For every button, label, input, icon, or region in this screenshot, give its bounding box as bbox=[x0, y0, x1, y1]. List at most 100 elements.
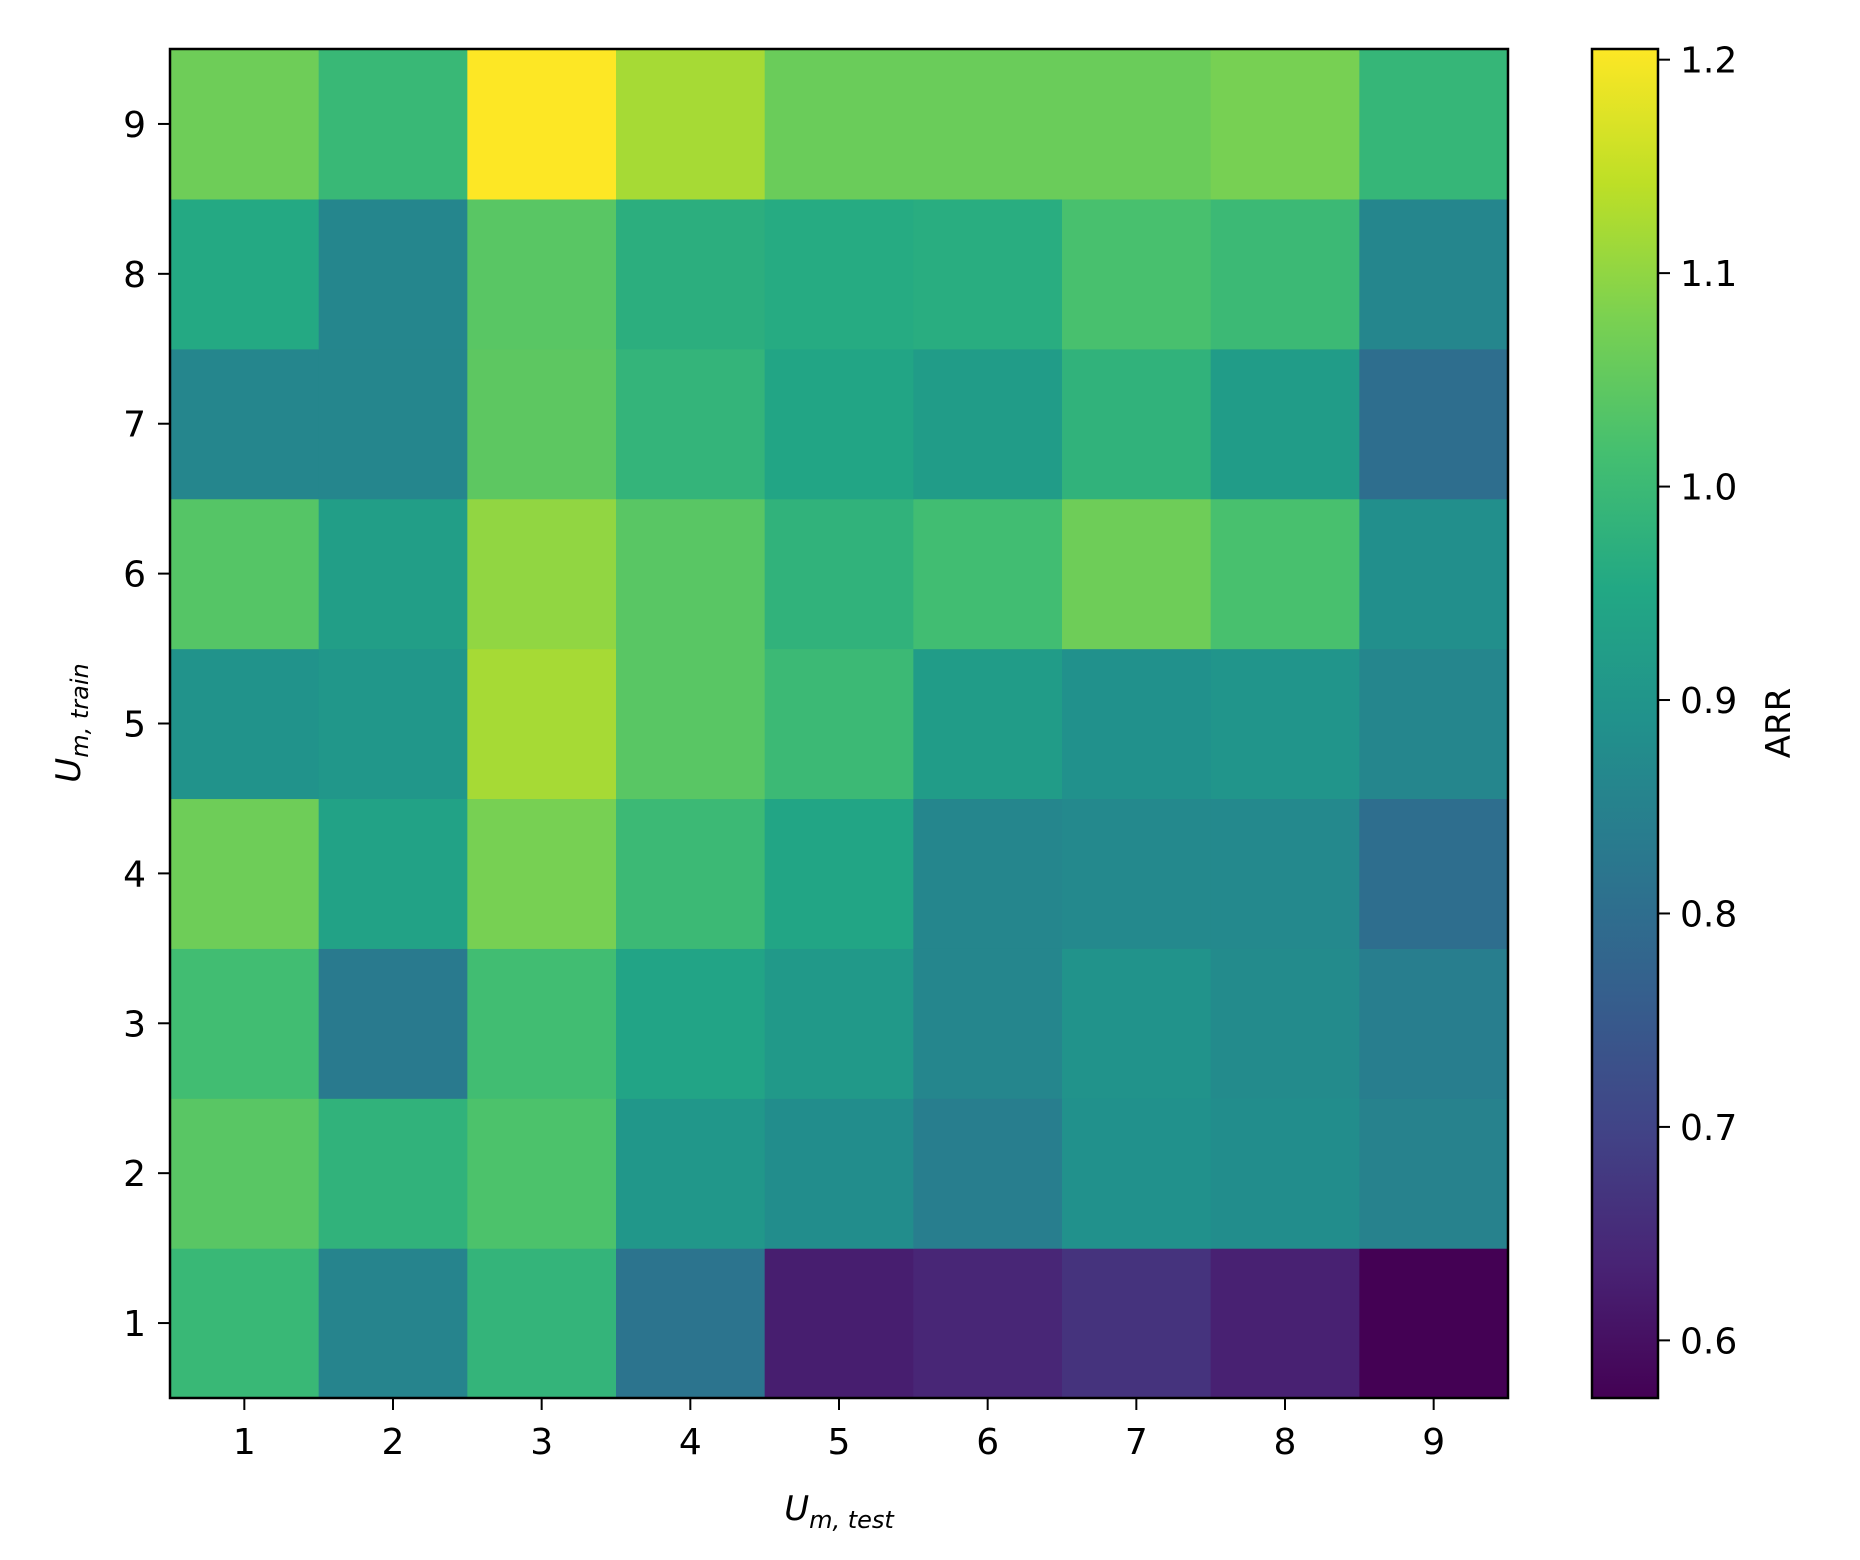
heatmap-cell bbox=[467, 948, 617, 1099]
heatmap-cell bbox=[170, 948, 320, 1099]
heatmap-cell bbox=[1359, 198, 1509, 350]
heatmap-cell bbox=[913, 348, 1063, 500]
heatmap-cell bbox=[318, 198, 468, 350]
heatmap-cell bbox=[913, 648, 1063, 800]
heatmap-cell bbox=[616, 648, 766, 800]
heatmap-cell bbox=[1359, 49, 1509, 200]
y-axis-ticks: 1 2 3 4 5 6 7 8 9 bbox=[123, 105, 170, 1345]
y-tick-label: 4 bbox=[123, 854, 146, 895]
heatmap-cell bbox=[467, 1248, 617, 1399]
heatmap-cell bbox=[764, 198, 914, 350]
colorbar-ticks: 0.6 0.7 0.8 0.9 1.0 1.1 1.2 bbox=[1658, 41, 1737, 1362]
heatmap-cell bbox=[616, 348, 766, 500]
colorbar-tick-label: 0.7 bbox=[1680, 1108, 1737, 1149]
heatmap-cell bbox=[467, 1098, 617, 1249]
x-tick-label: 9 bbox=[1422, 1422, 1445, 1463]
heatmap-cell bbox=[318, 498, 468, 650]
heatmap-cell bbox=[616, 49, 766, 200]
heatmap-cell bbox=[467, 348, 617, 500]
heatmap-cell bbox=[764, 648, 914, 800]
heatmap-cell bbox=[913, 49, 1063, 200]
y-tick-label: 7 bbox=[123, 405, 146, 446]
x-tick-label: 6 bbox=[976, 1422, 999, 1463]
heatmap-cell bbox=[318, 49, 468, 200]
heatmap-cell bbox=[1359, 348, 1509, 500]
heatmap-cell bbox=[764, 798, 914, 949]
colorbar-frame bbox=[1590, 47, 1660, 1400]
heatmap-cell bbox=[1062, 348, 1212, 500]
heatmap-cell bbox=[1210, 198, 1360, 350]
heatmap-cell bbox=[764, 1098, 914, 1249]
heatmap-cell bbox=[1210, 648, 1360, 800]
y-tick-label: 3 bbox=[123, 1004, 146, 1045]
heatmap-cell bbox=[1210, 348, 1360, 500]
colorbar-tick-label: 1.1 bbox=[1680, 254, 1737, 295]
x-tick-label: 2 bbox=[382, 1422, 405, 1463]
y-tick-label: 2 bbox=[123, 1154, 146, 1195]
heatmap-cell bbox=[764, 498, 914, 650]
y-tick-label: 9 bbox=[123, 105, 146, 146]
heatmap-cell bbox=[1359, 1098, 1509, 1249]
heatmap-cell bbox=[318, 1098, 468, 1249]
y-tick-label: 6 bbox=[123, 555, 146, 596]
heatmap-cell bbox=[467, 198, 617, 350]
heatmap-cell bbox=[170, 198, 320, 350]
y-tick-label: 8 bbox=[123, 255, 146, 296]
heatmap-cell bbox=[1062, 1248, 1212, 1399]
heatmap-cell bbox=[1210, 798, 1360, 949]
heatmap-cell bbox=[1210, 1098, 1360, 1249]
heatmap-cell bbox=[1359, 948, 1509, 1099]
heatmap-cell bbox=[318, 798, 468, 949]
heatmap-cell bbox=[170, 648, 320, 800]
heatmap-cell bbox=[1359, 498, 1509, 650]
heatmap-cell bbox=[1062, 798, 1212, 949]
colorbar-label: ARR bbox=[1759, 688, 1799, 759]
y-axis-label: Um, train bbox=[49, 663, 94, 782]
colorbar-tick-label: 0.9 bbox=[1680, 681, 1737, 722]
heatmap-cell bbox=[1062, 948, 1212, 1099]
colorbar bbox=[1592, 49, 1658, 1398]
heatmap-cell bbox=[913, 948, 1063, 1099]
heatmap-cell bbox=[170, 498, 320, 650]
heatmap-cell bbox=[1210, 948, 1360, 1099]
heatmap-cell bbox=[467, 498, 617, 650]
heatmap-cells bbox=[170, 49, 1509, 1399]
heatmap-cell bbox=[764, 1248, 914, 1399]
x-axis-ticks: 1 2 3 4 5 6 7 8 9 bbox=[233, 1398, 1445, 1463]
heatmap-cell bbox=[1210, 498, 1360, 650]
heatmap-cell bbox=[616, 798, 766, 949]
heatmap-cell bbox=[1062, 198, 1212, 350]
heatmap-cell bbox=[1062, 498, 1212, 650]
heatmap-cell bbox=[913, 198, 1063, 350]
heatmap-cell bbox=[1062, 648, 1212, 800]
heatmap-cell bbox=[318, 1248, 468, 1399]
heatmap-cell bbox=[1359, 648, 1509, 800]
x-axis-label: Um, test bbox=[784, 1489, 895, 1534]
heatmap-cell bbox=[764, 49, 914, 200]
x-tick-label: 8 bbox=[1274, 1422, 1297, 1463]
heatmap-cell bbox=[1359, 1248, 1509, 1399]
heatmap-cell bbox=[318, 348, 468, 500]
heatmap-cell bbox=[764, 348, 914, 500]
x-tick-label: 3 bbox=[530, 1422, 553, 1463]
heatmap-cell bbox=[616, 198, 766, 350]
heatmap-cell bbox=[616, 948, 766, 1099]
heatmap-cell bbox=[616, 1098, 766, 1249]
heatmap-cell bbox=[1210, 49, 1360, 200]
heatmap-cell bbox=[467, 798, 617, 949]
heatmap-cell bbox=[616, 1248, 766, 1399]
x-tick-label: 7 bbox=[1125, 1422, 1148, 1463]
heatmap-cell bbox=[170, 49, 320, 200]
y-tick-label: 1 bbox=[123, 1304, 146, 1345]
heatmap-cell bbox=[616, 498, 766, 650]
heatmap-cell bbox=[1359, 798, 1509, 949]
heatmap-cell bbox=[467, 648, 617, 800]
heatmap-cell bbox=[170, 1098, 320, 1249]
colorbar-tick-label: 0.8 bbox=[1680, 894, 1737, 935]
colorbar-tick-label: 1.0 bbox=[1680, 468, 1737, 509]
heatmap-cell bbox=[913, 1248, 1063, 1399]
heatmap-cell bbox=[913, 1098, 1063, 1249]
y-tick-label: 5 bbox=[123, 705, 146, 746]
x-tick-label: 1 bbox=[233, 1422, 256, 1463]
